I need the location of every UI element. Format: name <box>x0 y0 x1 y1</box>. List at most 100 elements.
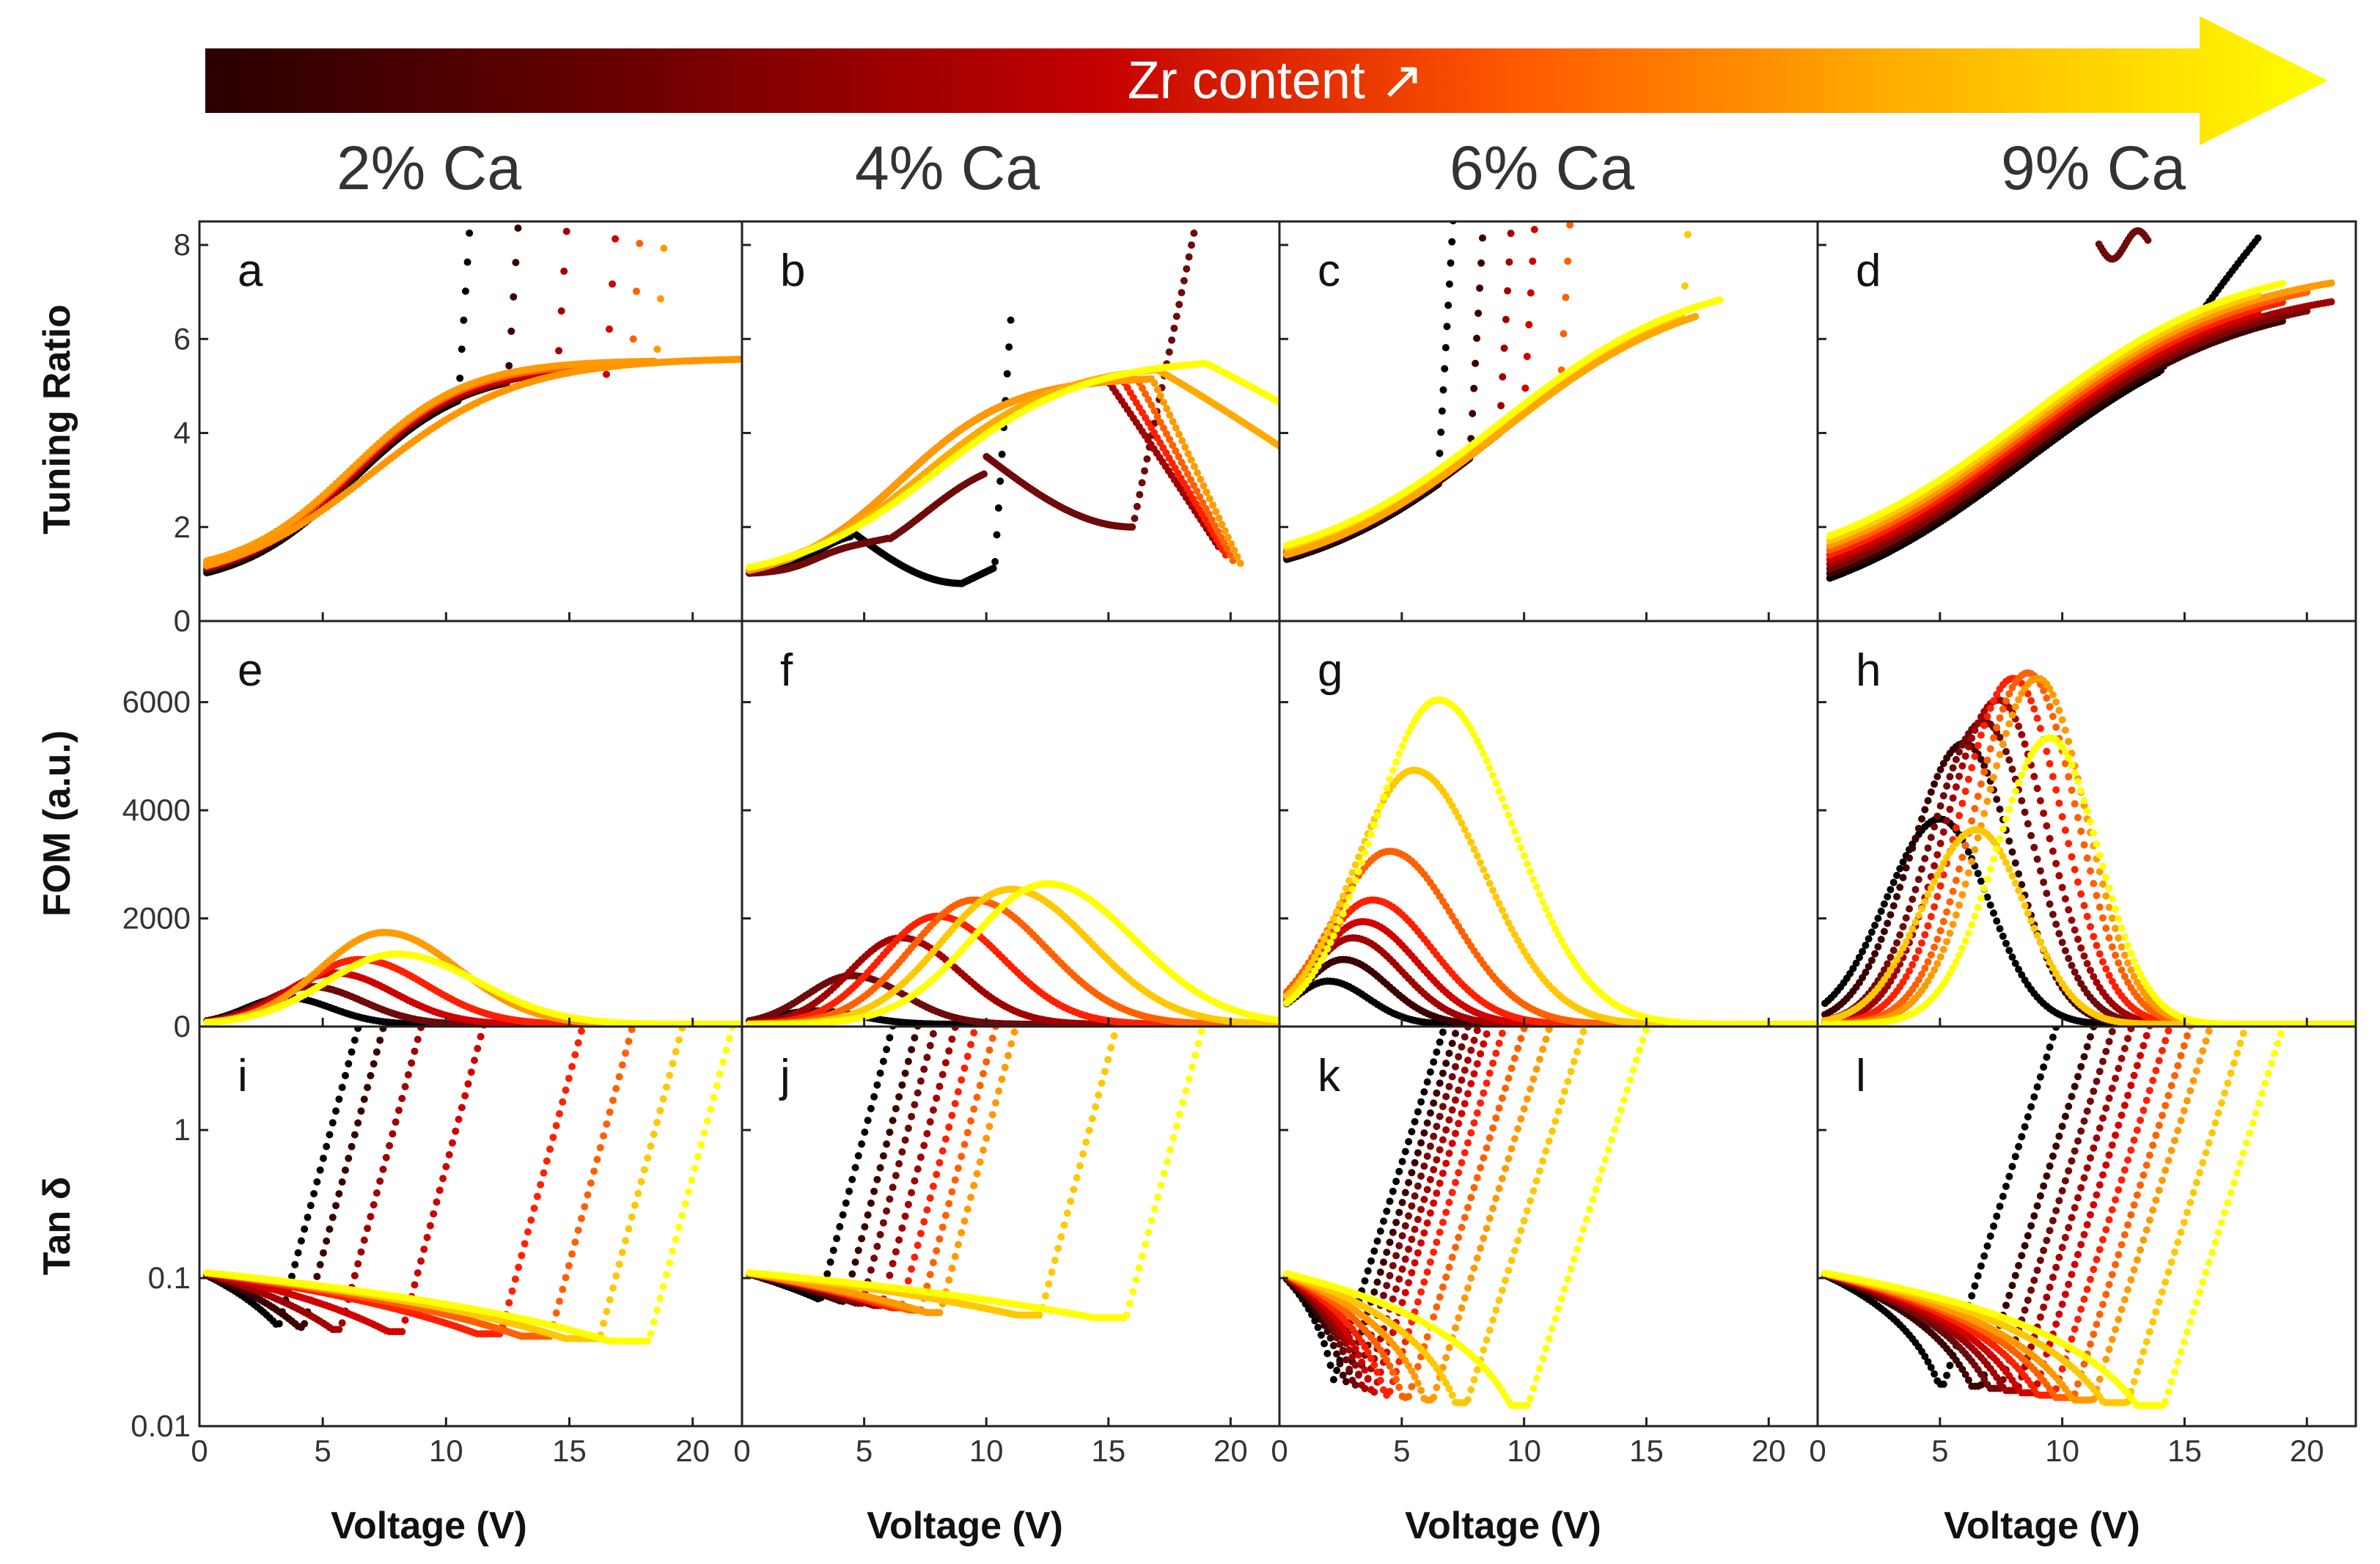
data-point <box>993 531 1001 538</box>
data-point <box>1157 392 1164 400</box>
data-point <box>1007 317 1015 324</box>
data-point <box>1564 257 1571 265</box>
column-headers: 2% Ca 4% Ca 6% Ca 9% Ca <box>337 133 2186 202</box>
data-point <box>505 362 513 370</box>
data-point <box>1206 495 1213 502</box>
data-point <box>1696 26 1703 33</box>
data-point <box>664 194 671 202</box>
column-header-6ca: 6% Ca <box>1450 133 1634 202</box>
panel-d-points <box>1826 227 2335 582</box>
data-point <box>1170 325 1178 332</box>
data-point <box>1178 289 1186 296</box>
data-point <box>1501 345 1508 352</box>
data-point <box>642 144 650 152</box>
data-point <box>1234 553 1241 560</box>
data-point <box>568 148 576 155</box>
data-point <box>996 477 1004 485</box>
data-point <box>1497 402 1505 409</box>
data-point <box>606 326 613 333</box>
data-point <box>1692 313 1699 320</box>
data-point <box>980 471 988 478</box>
data-point <box>1716 296 1724 304</box>
panel-b-points <box>746 230 1283 587</box>
data-point <box>633 287 640 295</box>
data-point <box>1134 503 1141 510</box>
column-header-9ca: 9% Ca <box>2001 133 2186 202</box>
data-point <box>2255 235 2262 242</box>
data-point <box>1131 515 1139 522</box>
y-tick-label: 6 <box>174 321 191 356</box>
data-point <box>1163 405 1170 412</box>
data-point <box>1687 180 1694 187</box>
data-point <box>1175 430 1183 438</box>
data-point <box>555 347 562 354</box>
data-point <box>630 335 637 342</box>
data-point <box>653 345 661 353</box>
data-point <box>462 287 469 295</box>
data-point <box>1479 235 1486 242</box>
data-point <box>611 235 619 243</box>
data-point <box>1188 241 1195 249</box>
data-point <box>1473 334 1480 342</box>
data-point <box>1472 360 1479 367</box>
data-point <box>460 317 467 324</box>
data-point <box>515 224 522 232</box>
data-point <box>1524 353 1531 360</box>
data-point <box>1504 287 1511 295</box>
data-point <box>1440 386 1447 394</box>
data-point <box>1183 265 1190 273</box>
data-point <box>1136 491 1143 499</box>
data-point <box>1576 40 1584 47</box>
data-point <box>1573 112 1580 120</box>
data-point <box>565 188 573 195</box>
y-tick-label: 8 <box>174 227 191 262</box>
data-point <box>1004 370 1011 378</box>
data-series <box>203 172 477 576</box>
data-point <box>1521 384 1529 392</box>
data-point <box>1180 277 1188 284</box>
data-point <box>1437 429 1444 436</box>
data-point <box>1560 330 1568 337</box>
data-point <box>1525 321 1532 328</box>
data-point <box>1507 230 1515 237</box>
row-titles: Tuning Ratio FOM (a.u.) Tan δ <box>36 304 78 1275</box>
y-tick-label: 0 <box>174 603 191 638</box>
data-point <box>1447 260 1455 267</box>
data-point <box>1499 373 1506 381</box>
data-point <box>1470 385 1477 392</box>
data-point <box>1237 559 1244 567</box>
data-point <box>1212 508 1219 515</box>
x-title-col4: Voltage (V) <box>1944 1505 2140 1547</box>
data-point <box>1514 115 1521 122</box>
data-point <box>512 259 519 266</box>
y-tick-label: 2 <box>174 510 191 544</box>
data-point <box>1141 467 1148 474</box>
data-point <box>639 192 647 199</box>
panel-b: b <box>742 221 1283 621</box>
data-point <box>1185 450 1192 458</box>
data-point <box>609 280 616 287</box>
data-point <box>990 565 997 572</box>
data-point <box>1166 348 1173 356</box>
data-point <box>1474 309 1482 317</box>
data-point <box>1444 323 1451 330</box>
panel-frame <box>1279 221 1818 621</box>
data-point <box>1442 344 1450 351</box>
data-point <box>636 240 643 247</box>
data-series <box>1283 133 1462 563</box>
data-point <box>614 190 622 197</box>
data-point <box>1436 449 1444 457</box>
data-series <box>203 144 650 568</box>
data-point <box>1190 230 1197 237</box>
data-point <box>1527 290 1535 297</box>
data-point <box>1186 253 1193 260</box>
data-point <box>1502 316 1510 323</box>
data-point <box>1143 455 1150 463</box>
data-point <box>1476 284 1483 292</box>
data-point <box>1173 313 1180 320</box>
data-point <box>1139 479 1146 486</box>
data-point <box>1444 301 1452 309</box>
